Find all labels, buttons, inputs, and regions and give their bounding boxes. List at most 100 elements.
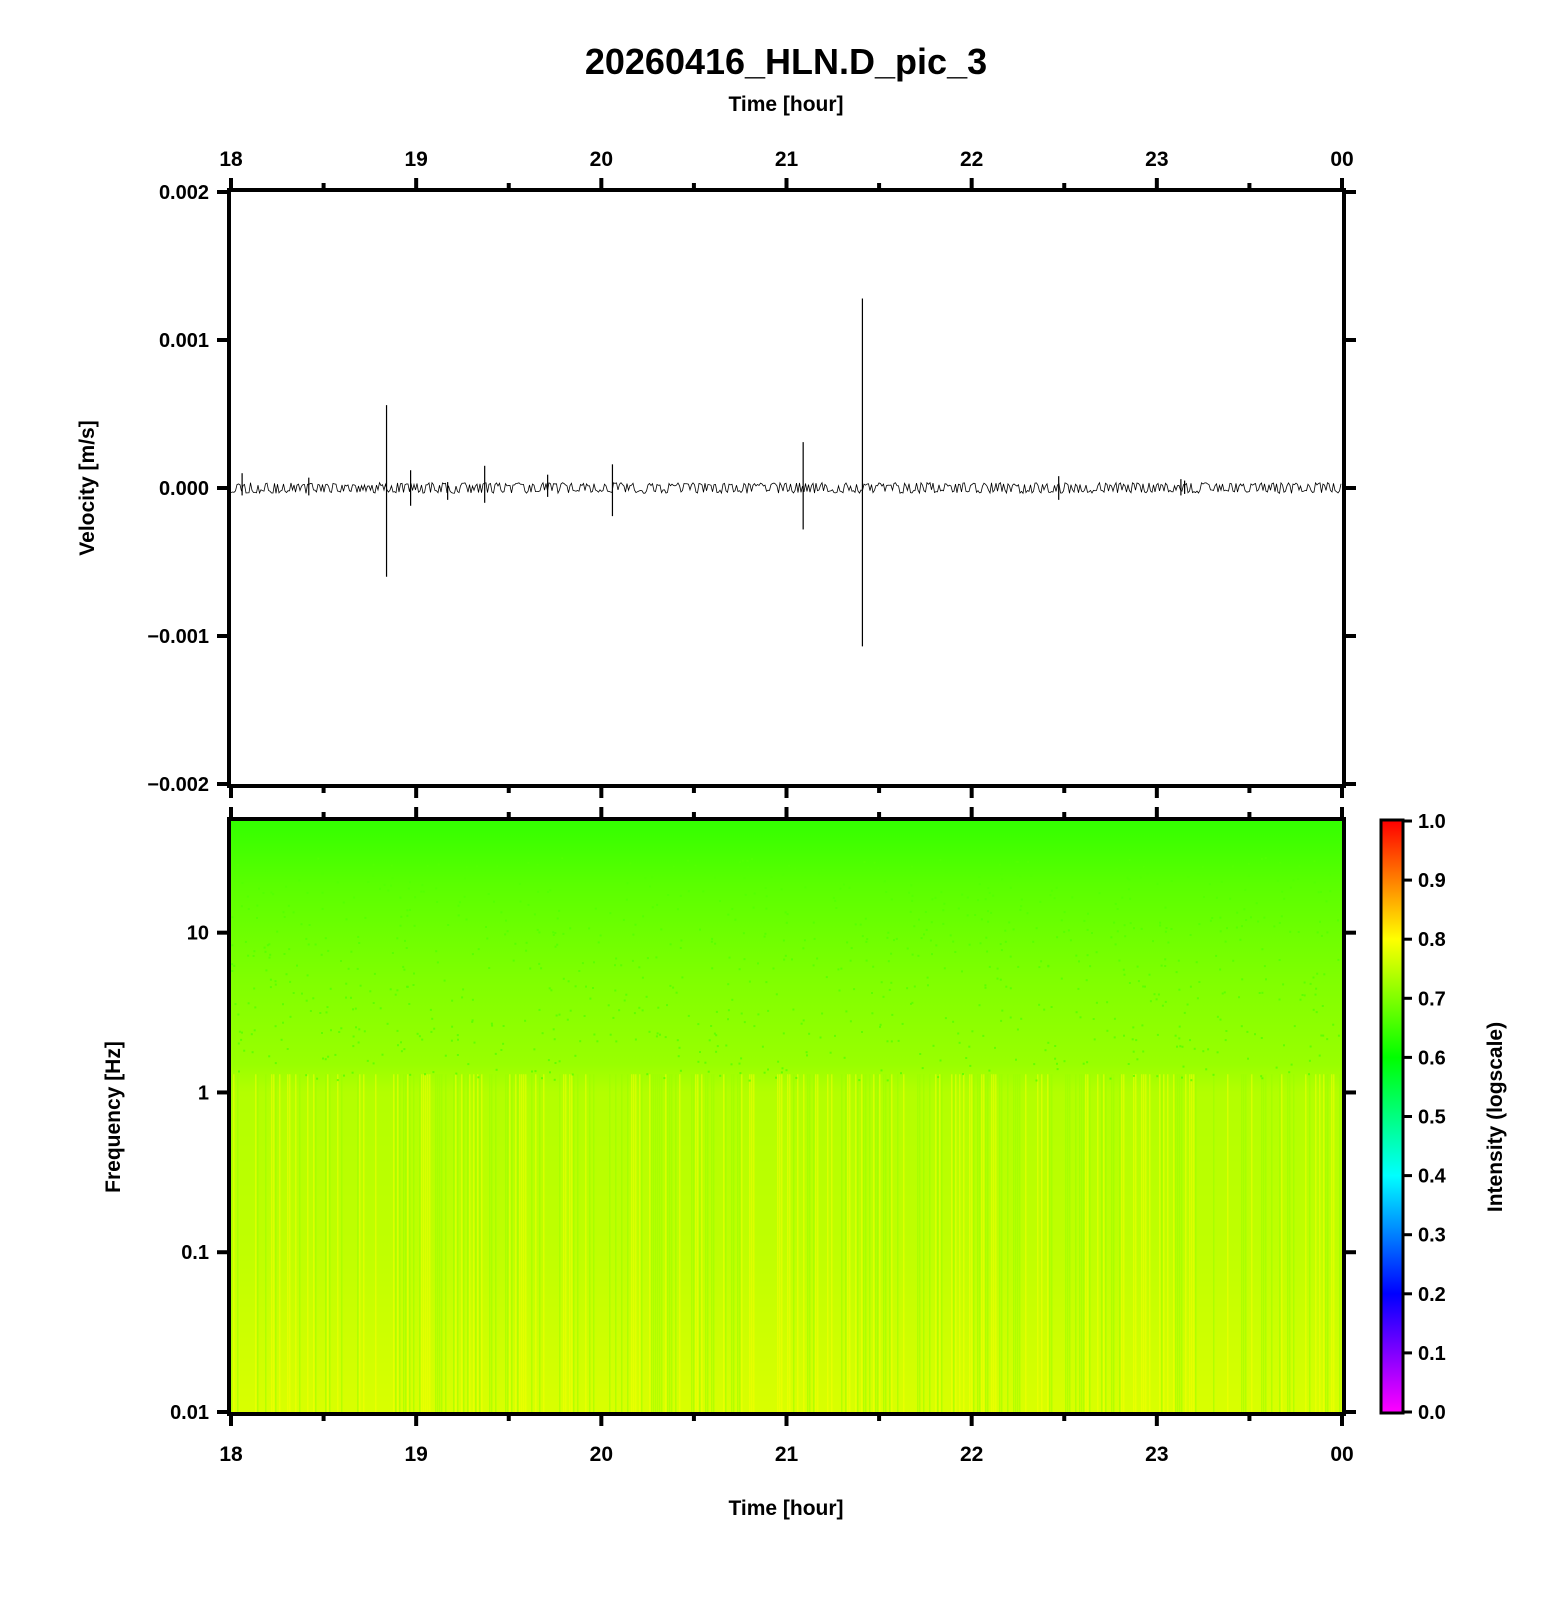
- spectrogram-speckle: [451, 999, 454, 1002]
- spectrogram-streak: [461, 1074, 463, 1412]
- spectrogram-speckle: [1182, 1065, 1185, 1068]
- spectrogram-speckle: [233, 964, 236, 967]
- spectrogram-speckle: [846, 941, 849, 944]
- spectrogram-streak: [815, 1074, 817, 1412]
- spectrogram-speckle: [1009, 886, 1012, 889]
- spectrogram-speckle: [609, 1033, 612, 1036]
- spectrogram-speckle: [1055, 886, 1058, 889]
- spectrogram-speckle: [1178, 1025, 1181, 1028]
- spectrogram-speckle: [669, 943, 672, 946]
- colorbar-tick-label: 0.4: [1418, 1166, 1447, 1188]
- spectrogram-speckle: [399, 896, 402, 899]
- spectrogram-speckle: [1127, 1063, 1130, 1065]
- spectrogram-streak: [1079, 1074, 1081, 1412]
- spectrogram-speckle: [714, 942, 717, 945]
- spectrogram-streak: [405, 1074, 407, 1412]
- spectrogram-speckle: [1077, 987, 1080, 990]
- spectrogram-streak: [1069, 1074, 1071, 1412]
- spectrogram-speckle: [1131, 1038, 1134, 1041]
- spectrogram-streak: [265, 1074, 267, 1412]
- spectrogram-speckle: [585, 985, 587, 988]
- spectrogram-speckle: [1086, 1061, 1089, 1064]
- spectrogram-streak: [489, 1074, 491, 1412]
- spectrogram-streak: [809, 1074, 811, 1412]
- spectrogram-streak: [1015, 1074, 1017, 1412]
- spectrogram-speckle: [1122, 968, 1125, 971]
- waveform-plot: [231, 298, 1342, 647]
- spectrogram-speckle: [1069, 939, 1072, 942]
- spectrogram-speckle: [435, 950, 438, 953]
- spectrogram-streak: [1123, 1074, 1125, 1412]
- spectrogram-streak: [1263, 1074, 1265, 1412]
- velocity-tick-label: 0.002: [159, 182, 209, 204]
- velocity-tick-label: −0.001: [147, 626, 209, 648]
- spectrogram-streak: [879, 1074, 881, 1412]
- spectrogram-speckle: [1275, 1066, 1278, 1069]
- spectrogram-speckle: [615, 957, 618, 960]
- spectrogram-streak: [409, 1074, 411, 1412]
- spectrogram-streak: [751, 1074, 753, 1412]
- spectrogram-speckle: [880, 981, 883, 984]
- spectrogram-speckle: [305, 937, 308, 940]
- spectrogram-speckle: [241, 882, 244, 884]
- spectrogram: [231, 821, 1342, 1412]
- spectrogram-speckle: [1189, 934, 1192, 936]
- spectrogram-speckle: [308, 924, 311, 926]
- spectrogram-speckle: [562, 977, 565, 980]
- spectrogram-speckle: [285, 973, 288, 976]
- spectrogram-speckle: [1063, 1060, 1066, 1063]
- spectrogram-streak: [739, 1074, 741, 1412]
- spectrogram-speckle: [644, 877, 647, 880]
- spectrogram-streak: [1241, 1074, 1243, 1412]
- spectrogram-speckle: [1303, 981, 1306, 984]
- spectrogram-streak: [733, 1074, 735, 1412]
- spectrogram-speckle: [1226, 927, 1228, 930]
- spectrogram-speckle: [1118, 959, 1121, 962]
- spectrogram-speckle: [1098, 892, 1101, 895]
- spectrogram-streak: [889, 1074, 891, 1412]
- spectrogram-speckle: [433, 1027, 436, 1030]
- bottom-x-tick-label: 20: [590, 1443, 613, 1466]
- spectrogram-speckle: [1257, 920, 1260, 923]
- spectrogram-speckle: [322, 1057, 324, 1060]
- spectrogram-speckle: [1128, 982, 1131, 984]
- spectrogram-speckle: [574, 1054, 577, 1057]
- spectrogram-streak: [691, 1074, 693, 1412]
- spectrogram-streak: [991, 1074, 993, 1412]
- spectrogram-speckle: [659, 1033, 661, 1036]
- spectrogram-speckle: [450, 1039, 453, 1042]
- spectrogram-speckle: [326, 1006, 329, 1009]
- spectrogram-speckle: [581, 962, 584, 965]
- velocity-axis-label: Velocity [m/s]: [76, 420, 99, 555]
- spectrogram-speckle: [1008, 921, 1011, 924]
- spectrogram-streak: [1195, 1074, 1197, 1412]
- spectrogram-speckle: [231, 963, 234, 966]
- spectrogram-speckle: [1178, 1037, 1181, 1040]
- spectrogram-speckle: [786, 913, 789, 916]
- spectrogram-speckle: [845, 1010, 848, 1013]
- spectrogram-speckle: [256, 904, 259, 907]
- spectrogram-speckle: [986, 950, 989, 953]
- spectrogram-speckle: [1260, 1075, 1263, 1078]
- spectrogram-speckle: [1009, 1016, 1012, 1019]
- spectrogram-speckle: [741, 859, 744, 862]
- spectrogram-speckle: [897, 1039, 900, 1042]
- spectrogram-speckle: [256, 917, 258, 919]
- spectrogram-speckle: [913, 985, 916, 988]
- spectrogram-speckle: [231, 970, 234, 972]
- spectrogram-speckle: [1071, 896, 1074, 899]
- spectrogram-streak: [479, 1074, 481, 1412]
- spectrogram-speckle: [1255, 902, 1258, 905]
- spectrogram-speckle: [865, 940, 868, 943]
- spectrogram-speckle: [579, 1040, 582, 1043]
- spectrogram-streak: [1121, 1074, 1123, 1412]
- spectrogram-speckle: [648, 1030, 651, 1033]
- spectrogram-streak: [467, 1074, 469, 1412]
- spectrogram-speckle: [1288, 1071, 1291, 1074]
- spectrogram-speckle: [525, 941, 528, 944]
- spectrogram-speckle: [1198, 981, 1201, 983]
- spectrogram-speckle: [839, 887, 842, 890]
- frequency-axis-label: Frequency [Hz]: [102, 1041, 125, 1193]
- spectrogram-speckle: [465, 866, 468, 869]
- spectrogram-speckle: [1063, 930, 1066, 933]
